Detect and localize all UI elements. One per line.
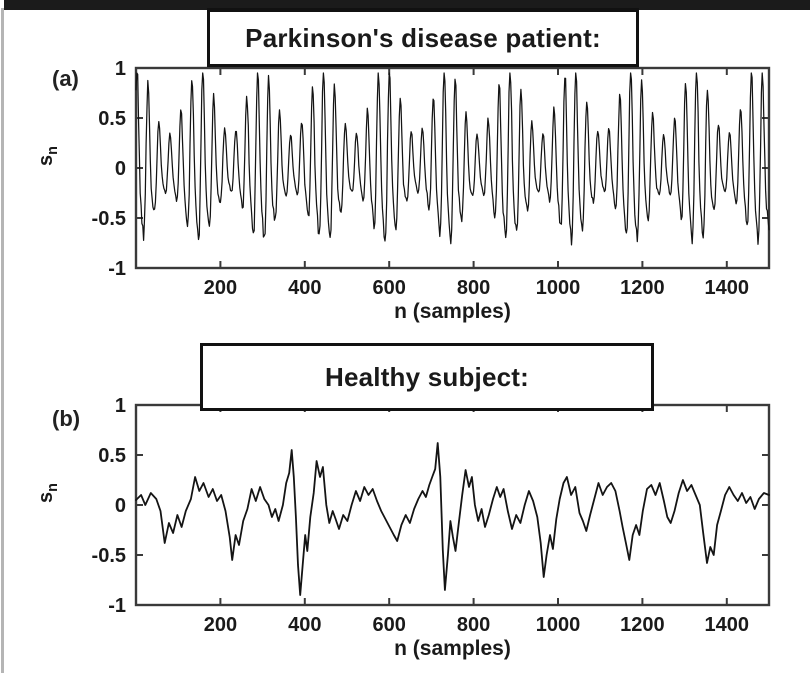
y-tick-label: 1 (115, 58, 126, 80)
y-tick-label: -1 (108, 595, 126, 617)
x-tick-label: 1200 (620, 614, 665, 636)
y-tick-label: 0.5 (98, 108, 126, 130)
y-tick-label: 1 (115, 395, 126, 417)
x-tick-label: 400 (288, 614, 321, 636)
top-border-bar (4, 0, 810, 10)
title-box-healthy: Healthy subject: (200, 343, 654, 411)
x-tick-label: 1400 (705, 614, 750, 636)
title-box-parkinsons: Parkinson's disease patient: (207, 8, 639, 67)
x-tick-label: 600 (373, 277, 406, 299)
y-tick-label: -1 (108, 258, 126, 280)
y-axis-label: sn (35, 483, 61, 503)
y-tick-label: 0 (115, 158, 126, 180)
panel-label-b: (b) (52, 406, 81, 431)
x-axis-label: n (samples) (394, 637, 511, 660)
x-tick-label: 1000 (536, 277, 581, 299)
x-tick-label: 1400 (705, 277, 750, 299)
left-border-line (1, 8, 4, 673)
panel-label-a: (a) (52, 66, 79, 91)
x-tick-label: 1200 (620, 277, 665, 299)
x-tick-label: 800 (457, 614, 490, 636)
x-tick-label: 400 (288, 277, 321, 299)
x-tick-label: 800 (457, 277, 490, 299)
x-axis-label: n (samples) (394, 300, 511, 323)
axis-frame (134, 403, 771, 607)
y-tick-label: 0.5 (98, 445, 126, 467)
x-tick-label: 600 (373, 614, 406, 636)
x-tick-label: 200 (204, 277, 237, 299)
signal-line (135, 72, 770, 246)
chart-a-title: Parkinson's disease patient: (245, 22, 601, 53)
y-axis-label: sn (35, 146, 61, 166)
chart-b-title: Healthy subject: (324, 361, 530, 392)
x-tick-label: 200 (204, 614, 237, 636)
x-tick-label: 1000 (536, 614, 581, 636)
signal-line (135, 442, 770, 596)
y-tick-label: -0.5 (92, 545, 126, 567)
y-tick-label: -0.5 (92, 208, 126, 230)
y-tick-label: 0 (115, 495, 126, 517)
